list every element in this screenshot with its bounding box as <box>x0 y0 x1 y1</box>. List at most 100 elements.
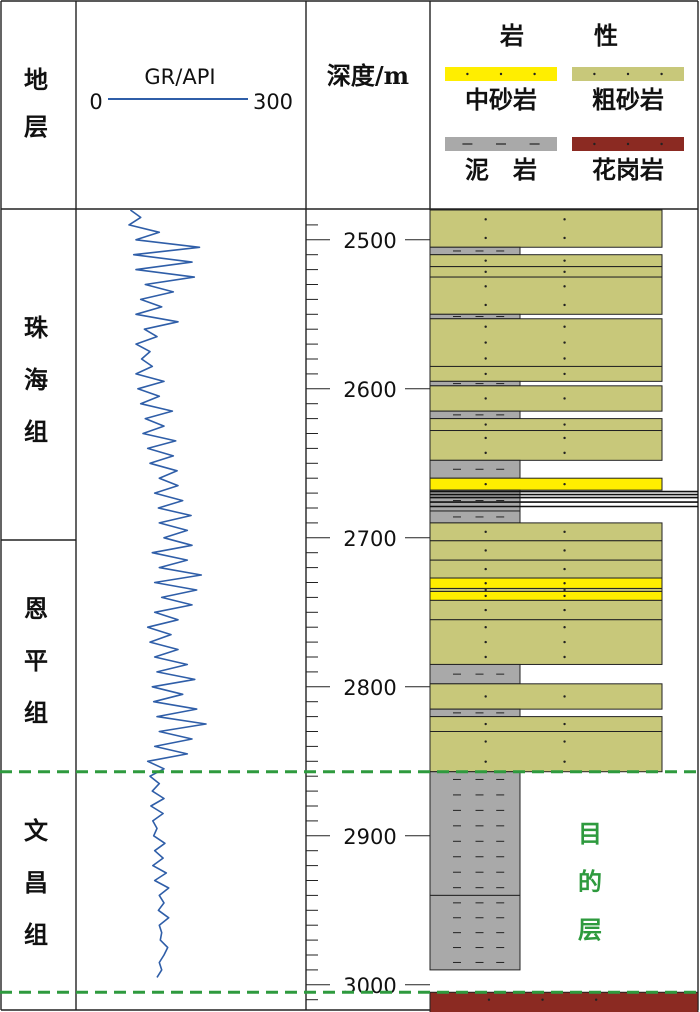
lith-dot <box>563 423 566 426</box>
depth-header: 深度/m <box>327 61 409 90</box>
legend-dot <box>593 142 596 146</box>
lith-header-2: 性 <box>594 21 618 50</box>
lith-header-1: 岩 <box>499 21 524 50</box>
legend-dot <box>466 72 469 76</box>
lith-bed <box>429 459 521 479</box>
lith-bed <box>429 209 663 248</box>
lith-dot <box>563 722 566 726</box>
lith-dot <box>487 998 491 1001</box>
formation-char: 恩 <box>24 594 48 623</box>
lith-dot <box>484 218 487 221</box>
lith-bed <box>429 254 663 268</box>
depth-tick-label: 2900 <box>343 825 396 849</box>
lith-dot <box>484 567 487 571</box>
lith-bed <box>429 559 663 579</box>
lith-bed <box>429 430 663 461</box>
lith-bed <box>429 991 699 1012</box>
gr-scale-max: 300 <box>253 90 293 114</box>
lith-dot <box>563 259 566 262</box>
depth-tick-label: 2500 <box>343 229 396 253</box>
lith-bed <box>429 716 663 732</box>
target-label-char: 目 <box>578 819 602 848</box>
strata-header-1: 地 <box>24 65 48 94</box>
lith-bed <box>429 599 663 621</box>
lith-dot <box>484 482 487 486</box>
lith-dot <box>484 259 487 262</box>
depth-tick-label: 2800 <box>343 676 396 700</box>
lith-dot <box>563 397 566 400</box>
legend-dot <box>533 72 536 76</box>
lith-dot <box>594 998 598 1001</box>
lith-bed <box>429 246 521 256</box>
lith-dot <box>563 740 566 743</box>
lith-bed <box>429 708 521 718</box>
lith-dot <box>563 530 566 534</box>
lith-dot <box>563 626 566 629</box>
lith-dot <box>484 760 487 763</box>
lith-dot <box>563 695 566 698</box>
header-row: 地 层 GR/API 0 300 深度/m 岩 性 <box>24 21 618 141</box>
lith-dot <box>563 582 566 585</box>
lith-dot <box>484 582 487 585</box>
depth-tick-label: 2700 <box>343 527 396 551</box>
gr-curve-group <box>128 210 207 978</box>
strata-header-2: 层 <box>24 112 48 141</box>
lith-bed <box>429 418 663 432</box>
legend-dot <box>593 72 596 76</box>
lith-dot <box>563 760 566 763</box>
lith-bed <box>429 683 663 710</box>
lith-bed <box>429 771 521 896</box>
lith-bed <box>429 410 521 420</box>
lith-dot <box>484 549 487 552</box>
lith-dot <box>563 640 566 644</box>
lith-dot <box>563 436 566 440</box>
lith-dot <box>563 341 566 344</box>
target-label-char: 层 <box>578 915 602 944</box>
legend-label: 泥 岩 <box>465 155 537 184</box>
lith-dot <box>484 303 487 307</box>
depth-tick-label: 2600 <box>343 378 396 402</box>
lith-bed <box>429 385 663 412</box>
target-boundaries <box>0 770 700 994</box>
gr-header-label: GR/API <box>144 65 215 89</box>
lith-bed <box>429 276 663 315</box>
lith-dot <box>484 270 487 274</box>
lith-dot <box>563 303 566 307</box>
lith-bed <box>429 522 663 542</box>
depth-axis: 2500 2600 2700 2800 2900 3000 <box>306 224 430 1001</box>
legend-dot <box>626 142 630 146</box>
lith-dot <box>563 357 566 360</box>
lith-dot <box>563 372 566 376</box>
formation-char: 文 <box>24 816 49 845</box>
lith-dot <box>484 640 487 644</box>
lith-dot <box>563 655 566 659</box>
lith-dot <box>484 655 487 659</box>
lith-dot <box>563 270 566 274</box>
lith-dot <box>484 285 487 288</box>
lith-bed <box>429 365 663 382</box>
lith-bed <box>429 510 521 524</box>
lith-dot <box>484 372 487 376</box>
lith-dot <box>563 236 566 240</box>
lith-bed <box>429 540 663 561</box>
legend-label: 粗砂岩 <box>592 85 664 114</box>
lith-bed <box>429 731 663 773</box>
depth-tick-label: 3000 <box>343 974 396 998</box>
lith-dot <box>484 626 487 629</box>
legend-label: 花岗岩 <box>592 155 664 184</box>
lith-dot <box>541 998 544 1001</box>
formation-char: 组 <box>24 920 48 949</box>
lith-bed <box>429 577 663 589</box>
lith-bed <box>429 894 521 971</box>
lith-bed <box>429 380 521 387</box>
lith-dot <box>563 549 566 552</box>
legend-dot <box>626 72 630 76</box>
lith-dot <box>484 588 487 592</box>
lith-dot <box>563 325 566 328</box>
lith-dot <box>563 567 566 571</box>
legend-dot <box>660 142 663 146</box>
lith-bed <box>429 318 663 367</box>
lithology-column <box>429 209 699 1012</box>
